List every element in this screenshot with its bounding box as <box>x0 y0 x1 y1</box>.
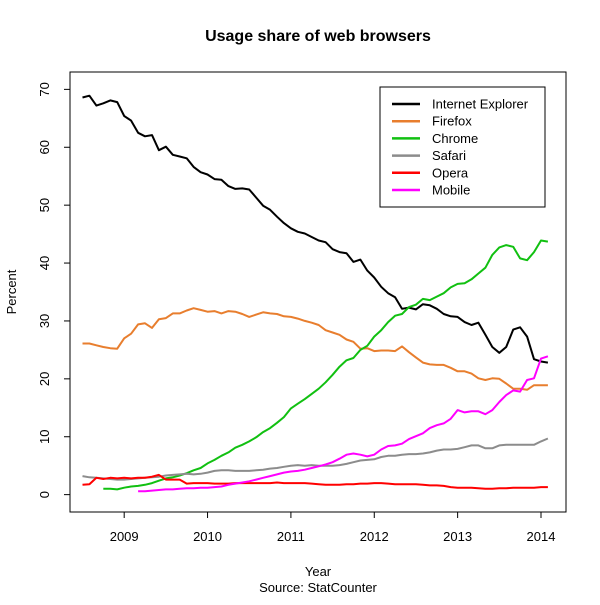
legend-box <box>379 86 546 208</box>
x-tick-label: 2011 <box>277 529 305 544</box>
series-line-opera <box>82 473 548 490</box>
series-lines <box>82 94 549 493</box>
y-axis: 0 10 20 30 40 50 60 70 <box>37 82 70 498</box>
x-tick-label: 2012 <box>360 529 389 544</box>
y-tick-label: 20 <box>37 372 52 386</box>
y-axis-label: Percent <box>4 269 19 314</box>
series-line-internet-explorer <box>82 94 549 364</box>
legend-label: Internet Explorer <box>432 97 529 112</box>
x-tick-label: 2010 <box>193 529 222 544</box>
legend-item-safari: Safari <box>392 148 466 163</box>
legend-item-internet-explorer: Internet Explorer <box>392 97 529 112</box>
y-tick-label: 10 <box>37 430 52 444</box>
legend-item-chrome: Chrome <box>392 131 478 146</box>
legend-label: Opera <box>432 165 469 180</box>
x-tick-label: 2014 <box>527 529 556 544</box>
y-tick-label: 30 <box>37 314 52 328</box>
legend-item-opera: Opera <box>392 165 469 180</box>
legend: Internet Explorer Firefox Chrome Safari Oper… <box>379 86 546 208</box>
x-tick-label: 2013 <box>443 529 472 544</box>
series-line-mobile <box>138 355 549 493</box>
legend-label: Safari <box>432 148 466 163</box>
legend-item-mobile: Mobile <box>392 183 470 198</box>
legend-label: Firefox <box>432 114 472 129</box>
x-tick-label: 2009 <box>110 529 139 544</box>
y-tick-label: 70 <box>37 82 52 96</box>
chart-title: Usage share of web browsers <box>205 28 431 45</box>
y-tick-label: 60 <box>37 140 52 154</box>
x-axis: 2009 2010 2011 2012 2013 2014 <box>110 511 556 544</box>
x-axis-label: Year <box>305 564 332 579</box>
legend-label: Mobile <box>432 183 470 198</box>
y-tick-label: 40 <box>37 256 52 270</box>
legend-label: Chrome <box>432 131 478 146</box>
series-line-safari <box>82 437 549 481</box>
y-tick-label: 0 <box>37 491 52 498</box>
y-tick-label: 50 <box>37 198 52 212</box>
series-line-chrome <box>103 239 549 491</box>
series-line-firefox <box>82 307 548 391</box>
source-caption: Source: StatCounter <box>259 580 377 595</box>
legend-item-firefox: Firefox <box>392 114 472 129</box>
